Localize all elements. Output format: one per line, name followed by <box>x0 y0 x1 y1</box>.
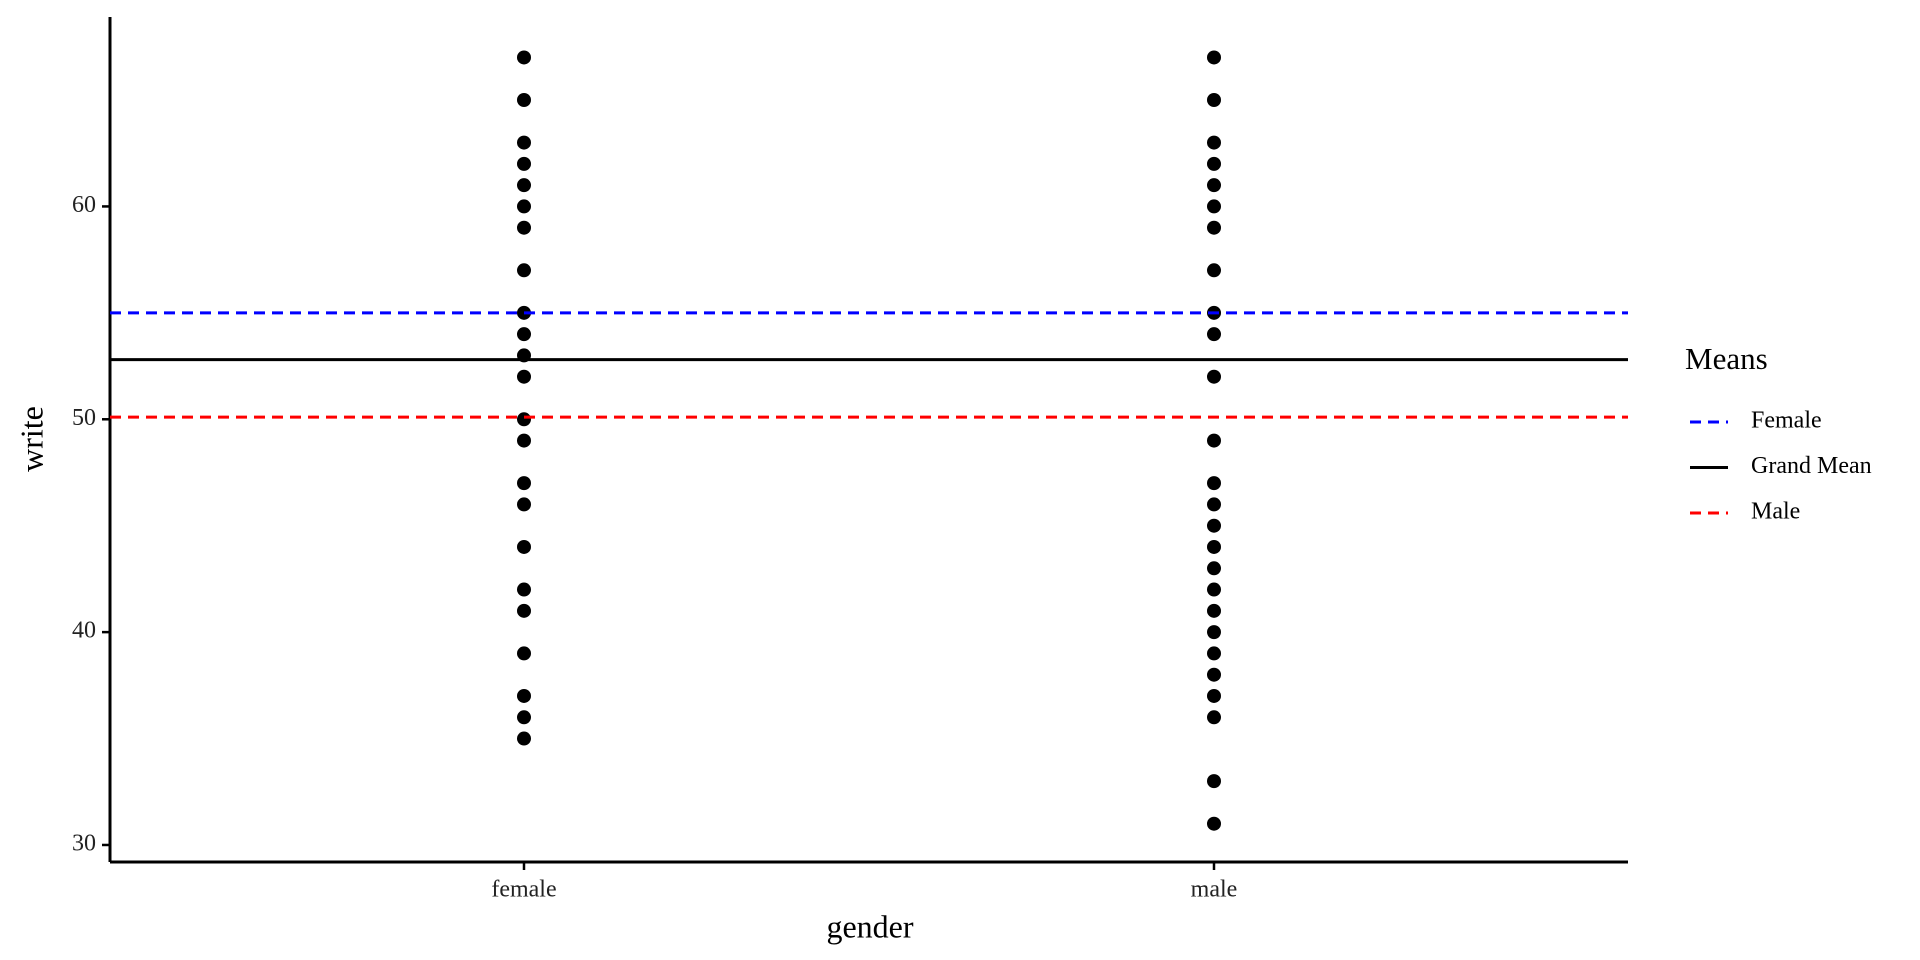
point <box>1207 50 1221 65</box>
point <box>517 603 531 618</box>
point <box>517 412 531 427</box>
point <box>517 156 531 171</box>
point <box>1207 518 1221 533</box>
point <box>1207 561 1221 576</box>
point <box>1207 199 1221 214</box>
point <box>1207 710 1221 725</box>
point <box>517 220 531 235</box>
point <box>517 433 531 448</box>
y-tick-label: 60 <box>72 192 96 218</box>
point <box>517 539 531 554</box>
x-tick-label: female <box>491 877 556 903</box>
x-axis-title: gender <box>826 908 913 944</box>
legend-label: Male <box>1751 499 1800 525</box>
legend-label: Female <box>1751 408 1822 434</box>
point <box>517 135 531 150</box>
point <box>517 582 531 597</box>
point <box>517 263 531 278</box>
point <box>517 497 531 512</box>
y-axis-title: write <box>13 406 49 472</box>
point <box>1207 582 1221 597</box>
point <box>1207 625 1221 640</box>
point <box>1207 369 1221 384</box>
point <box>517 731 531 746</box>
point <box>517 50 531 65</box>
point <box>1207 220 1221 235</box>
point <box>517 646 531 661</box>
point <box>1207 476 1221 491</box>
legend-label: Grand Mean <box>1751 453 1872 479</box>
point <box>517 93 531 108</box>
x-tick-label: male <box>1191 877 1238 903</box>
point <box>517 476 531 491</box>
point <box>1207 93 1221 108</box>
point <box>1207 178 1221 193</box>
legend-title: Means <box>1685 341 1768 376</box>
point <box>517 199 531 214</box>
point <box>517 327 531 342</box>
point <box>517 178 531 193</box>
point <box>1207 135 1221 150</box>
point <box>1207 497 1221 512</box>
point <box>1207 603 1221 618</box>
point <box>1207 327 1221 342</box>
y-tick-label: 40 <box>72 618 96 644</box>
point <box>1207 539 1221 554</box>
point <box>1207 774 1221 789</box>
y-tick-label: 50 <box>72 405 96 431</box>
point <box>1207 667 1221 682</box>
point <box>517 369 531 384</box>
point <box>1207 263 1221 278</box>
point <box>1207 156 1221 171</box>
point <box>1207 646 1221 661</box>
point <box>1207 433 1221 448</box>
point <box>517 688 531 703</box>
point <box>1207 688 1221 703</box>
y-tick-label: 30 <box>72 830 96 856</box>
point <box>517 710 531 725</box>
point <box>1207 816 1221 831</box>
